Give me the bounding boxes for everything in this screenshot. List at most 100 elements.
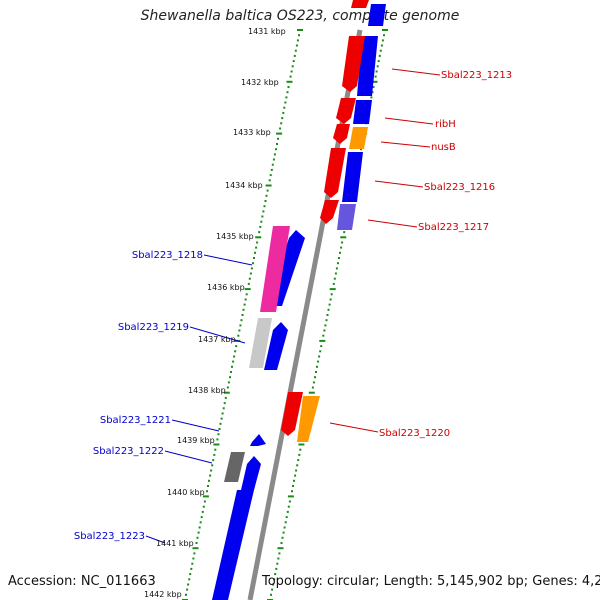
tick-dot [191, 562, 194, 565]
tick-dot [241, 314, 244, 316]
tick-dot [212, 459, 215, 462]
tick-dot [376, 65, 379, 68]
tick-dot [253, 257, 255, 259]
tick-dot [285, 516, 288, 519]
tick-dot [322, 334, 325, 337]
kbp-tick-label: 1438 kbp [188, 386, 226, 395]
leader-line [203, 254, 253, 266]
tick-dot [197, 531, 200, 534]
tick-dot [243, 303, 246, 306]
tick-dot [254, 251, 256, 254]
tick-dot [265, 194, 268, 197]
tick-dot [277, 547, 284, 550]
tick-dot [217, 433, 220, 436]
gene-label-ribh: ribH [435, 119, 456, 130]
tick-dot [230, 371, 232, 373]
tick-dot [276, 143, 278, 145]
gene-label-sbal223-1216: Sbal223_1216 [424, 182, 495, 193]
tick-dot [202, 505, 205, 508]
tick-dot [343, 231, 346, 234]
tick-dot [224, 396, 227, 399]
kbp-tick-label: 1439 kbp [177, 436, 215, 445]
tick-dot [252, 262, 254, 265]
tick-dot [242, 308, 245, 311]
kbp-tick-label: 1435 kbp [216, 232, 254, 241]
tick-dot [294, 474, 297, 477]
tick-dot [276, 132, 283, 135]
tick-dot [333, 277, 336, 280]
tick-dot [360, 148, 362, 151]
tick-dot [295, 469, 298, 472]
gene-label-sbal223-1221: Sbal223_1221 [100, 415, 171, 426]
tick-dot [223, 402, 226, 405]
tick-dot [269, 174, 272, 177]
gene-forward [353, 100, 372, 124]
tick-dot [283, 526, 286, 529]
tick-dot [213, 443, 220, 446]
tick-dot [255, 236, 262, 239]
gene-label-nusb: nusB [431, 142, 456, 153]
tick-dot [226, 386, 229, 389]
kbp-tick-label: 1436 kbp [207, 283, 245, 292]
kbp-tick-label: 1432 kbp [241, 78, 279, 87]
tick-dot [320, 345, 323, 348]
tick-dot [221, 412, 224, 415]
tick-dot [198, 526, 201, 529]
tick-dot [219, 422, 222, 425]
tick-dot [200, 516, 203, 519]
tick-dot [280, 542, 283, 544]
tick-dot [266, 189, 269, 192]
tick-dot [262, 210, 265, 213]
tick-dot [314, 376, 316, 379]
tick-dot [378, 54, 381, 57]
tick-dot [339, 251, 341, 254]
tick-dot [326, 314, 329, 316]
tick-dot [227, 381, 230, 384]
kbp-tick-label: 1440 kbp [167, 488, 205, 497]
tick-dot [244, 298, 247, 301]
tick-dot [220, 417, 223, 420]
tick-dot [371, 80, 378, 83]
tick-dot [287, 495, 294, 498]
gene-reverse [333, 124, 350, 144]
tick-dot [288, 500, 291, 503]
tick-dot [298, 443, 305, 446]
tick-dot [292, 60, 295, 63]
gene-reverse [351, 0, 369, 8]
tick-dot [330, 293, 333, 296]
tick-dot [284, 101, 287, 104]
gene-label-sbal223-1222: Sbal223_1222 [93, 446, 164, 457]
tick-dot [263, 205, 266, 208]
tick-dot [274, 573, 277, 576]
tick-dot [327, 308, 330, 311]
tick-dot [311, 386, 314, 389]
tick-dot [206, 490, 208, 493]
leader-line [145, 535, 166, 544]
leader-line [391, 68, 441, 76]
leader-line [380, 141, 431, 148]
tick-dot [383, 34, 385, 37]
tick-dot [271, 163, 274, 166]
tick-dot [216, 438, 219, 441]
gene-forward [264, 322, 288, 370]
tick-dot [316, 365, 318, 368]
tick-dot [264, 200, 267, 202]
tick-dot [337, 262, 339, 265]
tick-dot [292, 485, 294, 487]
tick-dot [324, 324, 327, 327]
tick-dot [340, 236, 347, 239]
kbp-tick-label: 1433 kbp [233, 128, 271, 137]
leader-line [384, 117, 434, 125]
tick-dot [261, 215, 264, 218]
tick-dot [291, 65, 294, 68]
leader-line [189, 326, 246, 344]
tick-dot [284, 521, 287, 524]
leader-line [367, 219, 418, 228]
tick-dot [196, 536, 199, 539]
tick-dot [223, 391, 230, 394]
tick-dot [233, 355, 236, 358]
tick-dot [201, 510, 204, 513]
tick-dot [232, 360, 235, 363]
tick-dot [245, 293, 248, 296]
tick-dot [329, 288, 336, 291]
